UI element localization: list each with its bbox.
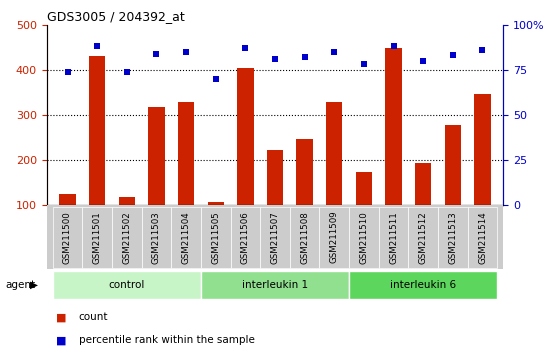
Point xyxy=(123,69,131,75)
Text: percentile rank within the sample: percentile rank within the sample xyxy=(79,335,255,346)
Text: GSM211505: GSM211505 xyxy=(211,211,220,264)
Bar xyxy=(53,271,201,299)
Text: ■: ■ xyxy=(56,335,67,346)
Text: GSM211512: GSM211512 xyxy=(419,211,428,264)
Bar xyxy=(356,172,372,251)
Text: control: control xyxy=(108,280,145,290)
Bar xyxy=(237,68,254,251)
Text: GDS3005 / 204392_at: GDS3005 / 204392_at xyxy=(47,10,184,23)
Bar xyxy=(386,48,401,251)
Bar xyxy=(112,207,141,268)
Bar xyxy=(141,207,171,268)
Point xyxy=(63,69,72,75)
Text: GSM211514: GSM211514 xyxy=(478,211,487,264)
Text: GSM211511: GSM211511 xyxy=(389,211,398,264)
Bar xyxy=(379,207,409,268)
Bar xyxy=(415,163,431,251)
Bar xyxy=(89,56,105,251)
Point xyxy=(478,47,487,53)
Bar xyxy=(409,207,438,268)
Bar xyxy=(119,197,135,251)
Bar xyxy=(267,150,283,251)
Bar xyxy=(445,125,461,251)
Bar xyxy=(438,207,468,268)
Bar xyxy=(207,202,224,251)
Bar xyxy=(171,207,201,268)
Bar xyxy=(290,207,320,268)
Text: GSM211506: GSM211506 xyxy=(241,211,250,264)
Bar xyxy=(260,207,290,268)
Bar xyxy=(230,207,260,268)
Bar xyxy=(349,271,497,299)
Point xyxy=(152,51,161,57)
Text: interleukin 6: interleukin 6 xyxy=(390,280,456,290)
Point xyxy=(419,58,427,64)
Text: GSM211508: GSM211508 xyxy=(300,211,309,264)
Point xyxy=(271,56,279,62)
Text: GSM211507: GSM211507 xyxy=(271,211,279,264)
Point xyxy=(211,76,220,82)
Bar xyxy=(474,94,491,251)
Text: GSM211510: GSM211510 xyxy=(360,211,368,264)
Bar xyxy=(201,271,349,299)
Text: GSM211513: GSM211513 xyxy=(448,211,458,264)
Bar xyxy=(296,138,313,251)
Point xyxy=(182,49,190,55)
Bar xyxy=(53,207,82,268)
Point xyxy=(300,55,309,60)
Text: ■: ■ xyxy=(56,312,67,322)
Text: GSM211502: GSM211502 xyxy=(122,211,131,264)
Point xyxy=(330,49,339,55)
Point xyxy=(389,44,398,49)
Text: count: count xyxy=(79,312,108,322)
Bar xyxy=(326,102,343,251)
Text: GSM211503: GSM211503 xyxy=(152,211,161,264)
Point xyxy=(93,44,102,49)
Bar xyxy=(178,102,194,251)
Bar xyxy=(82,207,112,268)
Bar xyxy=(320,207,349,268)
Bar xyxy=(349,207,379,268)
Point xyxy=(448,53,457,58)
Bar xyxy=(59,194,76,251)
Bar xyxy=(148,107,164,251)
Text: ▶: ▶ xyxy=(30,280,38,290)
Text: GSM211501: GSM211501 xyxy=(92,211,102,264)
Text: interleukin 1: interleukin 1 xyxy=(242,280,308,290)
Bar xyxy=(201,207,230,268)
Point xyxy=(241,45,250,51)
Bar xyxy=(468,207,497,268)
Text: GSM211504: GSM211504 xyxy=(182,211,190,264)
Text: agent: agent xyxy=(6,280,36,290)
Text: GSM211509: GSM211509 xyxy=(330,211,339,263)
Text: GSM211500: GSM211500 xyxy=(63,211,72,264)
Point xyxy=(360,62,368,67)
